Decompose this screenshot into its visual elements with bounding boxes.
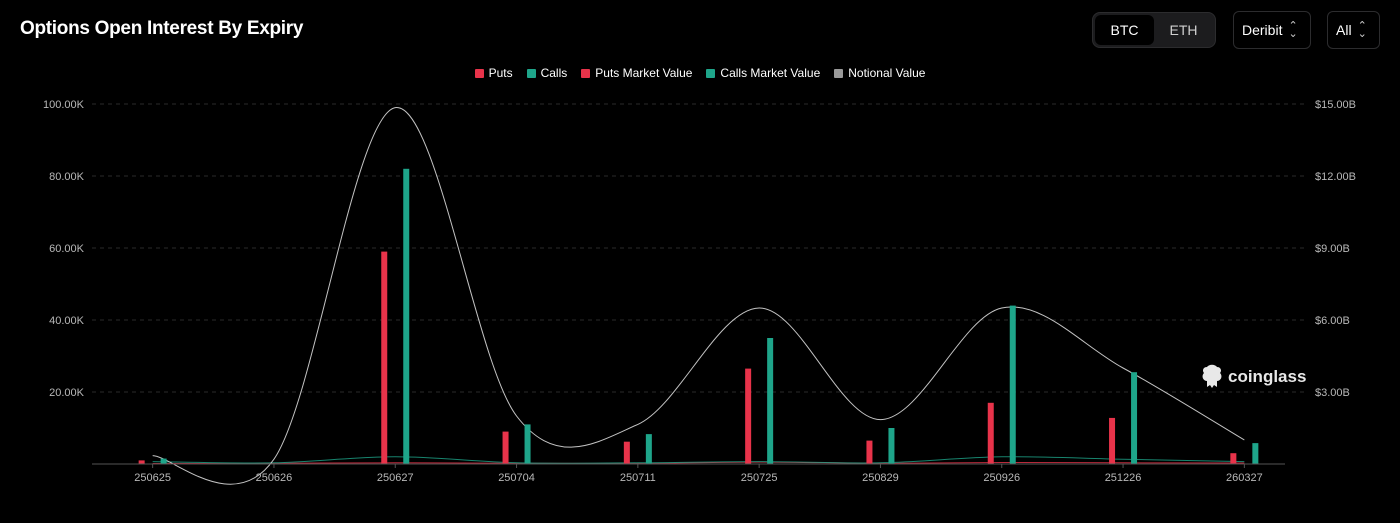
legend-swatch-notional-value — [834, 68, 844, 78]
bar-calls-250725 — [767, 338, 774, 464]
x-tick-label: 250725 — [741, 472, 778, 484]
bar-calls-250627 — [403, 168, 410, 465]
bar-puts-250926 — [987, 402, 994, 464]
line-notional-value — [152, 107, 1245, 485]
right-tick-label: $15.00B — [1315, 99, 1356, 111]
x-tick-label: 250625 — [134, 472, 171, 484]
legend-item-puts[interactable]: Puts — [474, 66, 513, 80]
x-tick-label: 260327 — [1226, 472, 1263, 484]
coinglass-logo-icon — [1202, 364, 1222, 388]
legend-item-calls-market-value[interactable]: Calls Market Value — [706, 66, 820, 80]
bar-puts-250627 — [381, 251, 388, 464]
legend-label-puts: Puts — [488, 66, 513, 80]
bar-calls-250926 — [1009, 305, 1016, 464]
chart-grid — [92, 103, 1305, 393]
chevron-up-down-icon: ⌃ ⌄ — [1288, 20, 1298, 40]
range-select-value: All — [1336, 22, 1352, 38]
right-tick-label: $12.00B — [1315, 171, 1356, 183]
bar-calls-250704 — [524, 424, 531, 464]
left-tick-label: 80.00K — [49, 171, 85, 183]
legend-swatch-calls — [526, 68, 536, 78]
legend-swatch-puts — [474, 68, 484, 78]
chart-bars — [138, 168, 1259, 465]
chevron-up-down-icon: ⌃ ⌄ — [1357, 20, 1367, 40]
bar-puts-250829 — [866, 440, 873, 464]
x-tick-label: 251226 — [1105, 472, 1142, 484]
exchange-select-value: Deribit — [1242, 22, 1283, 38]
watermark-text: coinglass — [1228, 367, 1307, 386]
bar-puts-260327 — [1230, 453, 1237, 464]
legend-label-notional-value: Notional Value — [848, 66, 926, 80]
left-tick-label: 60.00K — [49, 243, 85, 255]
legend-item-notional-value[interactable]: Notional Value — [834, 66, 925, 80]
right-tick-label: $9.00B — [1315, 243, 1350, 255]
legend-label-calls-market-value: Calls Market Value — [720, 66, 821, 80]
x-tick-label: 250711 — [620, 472, 656, 484]
right-tick-label: $3.00B — [1315, 387, 1350, 399]
exchange-select[interactable]: Deribit ⌃ ⌄ — [1233, 11, 1311, 49]
bar-calls-260327 — [1252, 443, 1259, 464]
x-axis: 250625 250626 250627 250704 250711 250725 2508… — [92, 463, 1285, 484]
legend-label-calls: Calls — [540, 66, 568, 80]
bar-calls-251226 — [1131, 372, 1138, 464]
left-tick-label: 40.00K — [49, 315, 85, 327]
range-select[interactable]: All ⌃ ⌄ — [1327, 11, 1380, 49]
x-tick-label: 250626 — [256, 472, 293, 484]
line-calls-market-value — [152, 456, 1245, 464]
right-axis-ticks: $15.00B $12.00B $9.00B $6.00B $3.00B — [1315, 99, 1356, 399]
asset-option-btc[interactable]: BTC — [1095, 15, 1154, 45]
asset-toggle[interactable]: BTC ETH — [1092, 12, 1216, 48]
x-tick-label: 250627 — [377, 472, 414, 484]
bar-puts-250711 — [623, 441, 630, 464]
legend-swatch-puts-market-value — [581, 68, 591, 78]
chart-legend: Puts Calls Puts Market Value Calls Marke… — [0, 66, 1400, 80]
legend-label-puts-market-value: Puts Market Value — [595, 66, 693, 80]
line-puts-market-value — [152, 461, 1245, 465]
bar-calls-250625 — [160, 458, 167, 464]
chart-lines — [152, 107, 1245, 485]
bar-calls-250829 — [888, 428, 895, 464]
legend-item-calls[interactable]: Calls — [526, 66, 568, 80]
right-tick-label: $6.00B — [1315, 315, 1350, 327]
legend-swatch-calls-market-value — [706, 68, 716, 78]
coinglass-watermark: coinglass — [1200, 364, 1306, 390]
bar-puts-250704 — [502, 431, 509, 464]
bar-calls-250711 — [645, 434, 652, 464]
bar-puts-250625 — [138, 460, 145, 464]
left-tick-label: 20.00K — [49, 387, 85, 399]
page-title: Options Open Interest By Expiry — [20, 18, 304, 39]
left-axis-ticks: 100.00K 80.00K 60.00K 40.00K 20.00K — [43, 99, 85, 399]
legend-item-puts-market-value[interactable]: Puts Market Value — [581, 66, 692, 80]
left-tick-label: 100.00K — [43, 99, 85, 111]
bar-puts-251226 — [1109, 417, 1116, 464]
x-tick-label: 250926 — [983, 472, 1020, 484]
asset-option-eth[interactable]: ETH — [1169, 22, 1198, 38]
x-tick-label: 250704 — [498, 472, 535, 484]
x-tick-label: 250829 — [862, 472, 899, 484]
bar-puts-250725 — [745, 368, 752, 464]
